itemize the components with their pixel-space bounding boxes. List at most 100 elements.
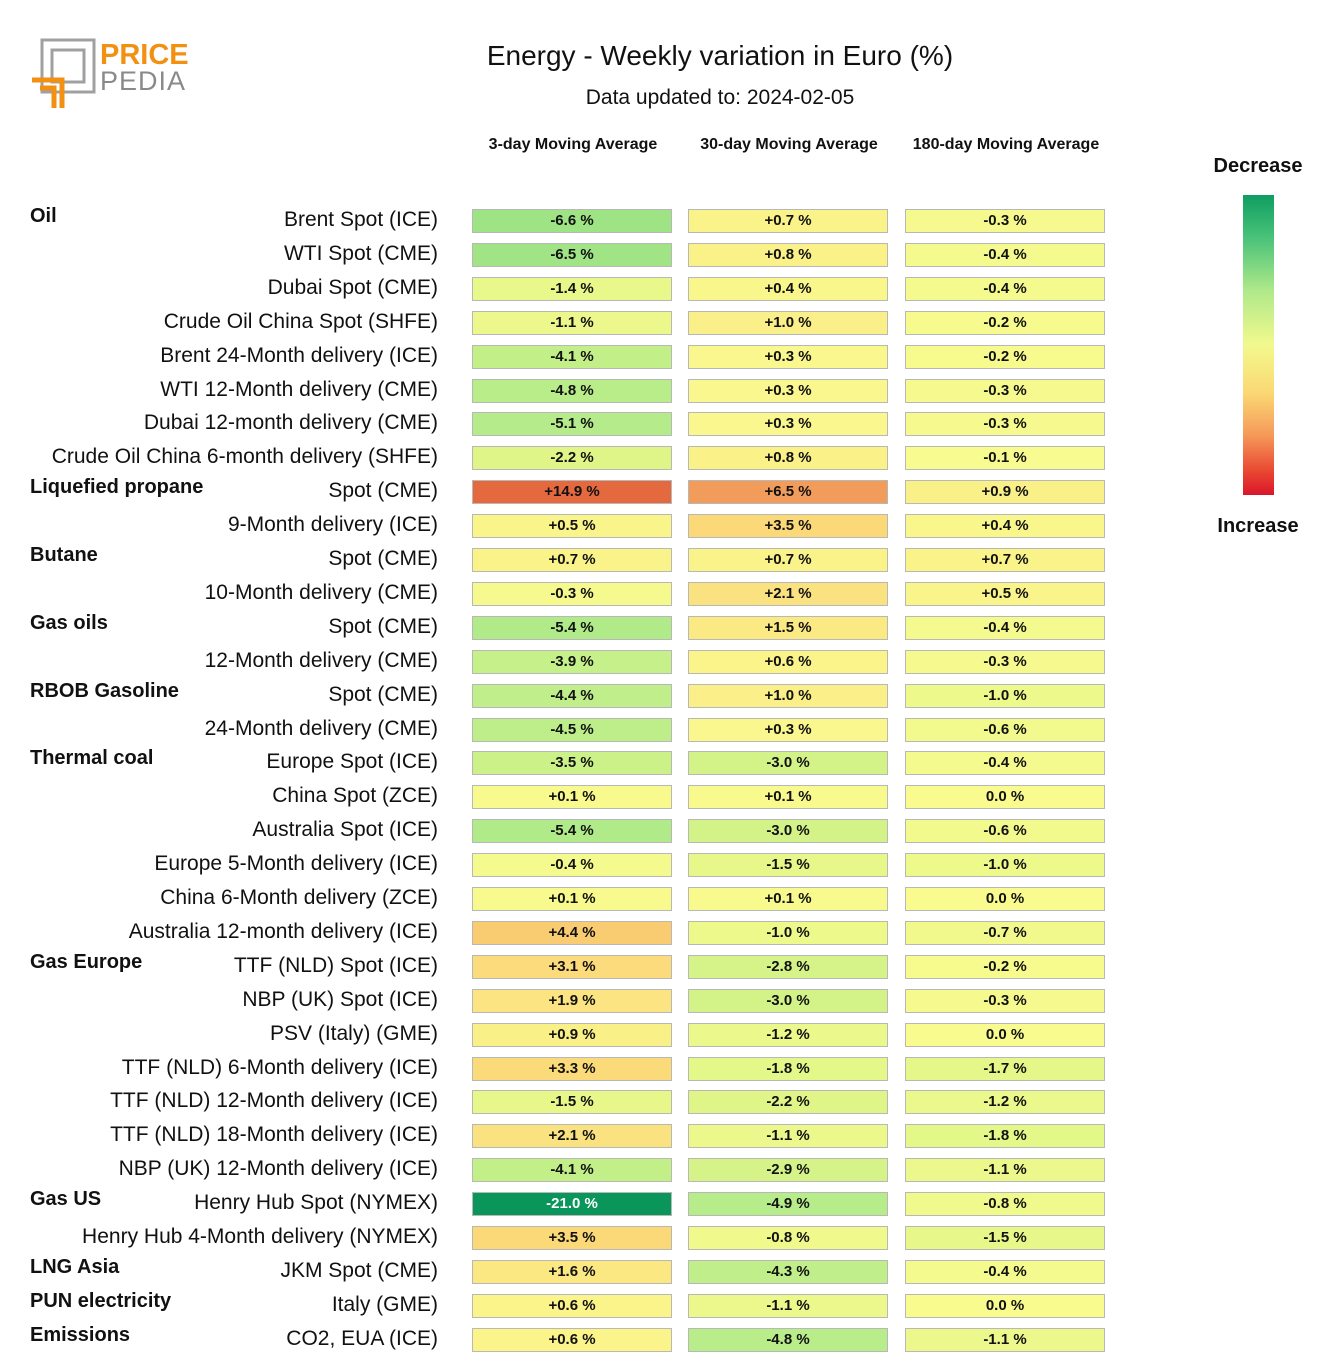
heatmap-cell: +0.8 %	[688, 242, 888, 267]
heatmap-cell: -0.8 %	[688, 1226, 888, 1250]
pricepedia-logo: PRICE PEDIA	[32, 38, 189, 108]
row-label: NBP (UK) 12-Month delivery (ICE)	[118, 1157, 438, 1181]
heatmap-cell: -1.1 %	[905, 1327, 1105, 1352]
heatmap-cell: -0.4 %	[905, 242, 1105, 267]
heatmap-cell: +0.5 %	[472, 514, 672, 539]
row-label: Dubai 12-month delivery (CME)	[143, 411, 438, 435]
heatmap-cell: -4.1 %	[472, 1158, 672, 1183]
heatmap-cell: -0.3 %	[905, 412, 1105, 437]
heatmap-cell: -0.2 %	[905, 954, 1105, 979]
group-label: Thermal coal	[30, 747, 154, 770]
row-label: NBP (UK) Spot (ICE)	[242, 987, 438, 1011]
heatmap-cell: +1.5 %	[688, 615, 888, 640]
row-label: 12-Month delivery (CME)	[204, 648, 438, 672]
row-label: CO2, EUA (ICE)	[286, 1326, 438, 1350]
heatmap-cell: -1.0 %	[905, 853, 1105, 878]
group-label: RBOB Gasoline	[30, 679, 179, 702]
legend-color-scale	[1243, 195, 1274, 495]
group-label: LNG Asia	[30, 1255, 120, 1278]
heatmap-cell: -5.4 %	[472, 819, 672, 844]
heatmap-cell: +2.1 %	[472, 1124, 672, 1149]
row-label: Italy (GME)	[331, 1292, 438, 1316]
heatmap-cell: -0.2 %	[905, 344, 1105, 369]
heatmap-cell: -6.5 %	[472, 242, 672, 267]
row-label: WTI 12-Month delivery (CME)	[160, 377, 438, 401]
heatmap-cell: -1.1 %	[905, 1158, 1105, 1183]
heatmap-cell: -0.6 %	[905, 819, 1105, 844]
row-label: 9-Month delivery (ICE)	[227, 513, 438, 537]
row-label: Spot (CME)	[328, 547, 438, 570]
heatmap-cell: -3.0 %	[688, 819, 888, 844]
heatmap-cell: +3.1 %	[472, 954, 672, 979]
heatmap-cell: +0.6 %	[472, 1327, 672, 1352]
heatmap-cell: -3.9 %	[472, 649, 672, 674]
heatmap-cell: -4.8 %	[472, 378, 672, 403]
heatmap-cell: -1.5 %	[688, 853, 888, 878]
heatmap-cell: +1.6 %	[472, 1259, 672, 1284]
row-label: Henry Hub Spot (NYMEX)	[194, 1191, 438, 1215]
heatmap-cell: +4.4 %	[472, 920, 672, 945]
heatmap-cell: -2.2 %	[688, 1090, 888, 1115]
heatmap-cell: -1.5 %	[472, 1090, 672, 1115]
heatmap-cell: -0.4 %	[905, 1259, 1105, 1284]
heatmap-cell: -1.1 %	[472, 310, 672, 335]
svg-text:PRICE: PRICE	[100, 39, 189, 71]
row-label: Dubai Spot (CME)	[267, 275, 438, 299]
heatmap-cell: -0.4 %	[905, 276, 1105, 301]
row-label: Australia Spot (ICE)	[252, 818, 438, 842]
heatmap-cell: +0.8 %	[688, 446, 888, 471]
row-label: Europe 5-Month delivery (ICE)	[154, 852, 438, 876]
heatmap-cell: -0.4 %	[905, 751, 1105, 776]
heatmap-cell: -2.9 %	[688, 1158, 888, 1183]
heatmap-cell: +0.4 %	[688, 276, 888, 301]
column-header-30day: 30-day Moving Average	[700, 136, 878, 153]
row-label: Brent Spot (ICE)	[283, 208, 438, 231]
group-label: PUN electricity	[30, 1289, 172, 1312]
heatmap-cell: -3.0 %	[688, 988, 888, 1013]
heatmap-cell: -2.2 %	[472, 446, 672, 471]
heatmap-cell: 0.0 %	[905, 1293, 1105, 1318]
row-label: Brent 24-Month delivery (ICE)	[160, 343, 438, 367]
row-label: Spot (CME)	[328, 682, 438, 706]
row-label: TTF (NLD) 18-Month delivery (ICE)	[110, 1123, 438, 1147]
heatmap-cell: +6.5 %	[688, 480, 888, 505]
row-label: 10-Month delivery (CME)	[204, 580, 438, 604]
legend-decrease-label: Decrease	[1213, 155, 1303, 177]
heatmap-cell: -4.9 %	[688, 1192, 888, 1217]
heatmap-cell: -4.3 %	[688, 1259, 888, 1284]
row-label: China 6-Month delivery (ZCE)	[160, 886, 438, 909]
heatmap-cell: -1.2 %	[905, 1090, 1105, 1115]
heatmap-cell: -5.4 %	[472, 615, 672, 640]
heatmap-cell: +0.3 %	[688, 717, 888, 742]
heatmap-cell: -0.1 %	[905, 446, 1105, 471]
heatmap-cell: -0.6 %	[905, 717, 1105, 742]
heatmap-cell: -1.8 %	[905, 1124, 1105, 1149]
heatmap-cell: -0.3 %	[905, 378, 1105, 403]
group-label: Oil	[30, 205, 57, 227]
chart-title: Energy - Weekly variation in Euro (%)	[486, 40, 954, 71]
heatmap-cell: -0.8 %	[905, 1192, 1105, 1217]
row-label: Spot (CME)	[328, 614, 438, 638]
heatmap-cell: -21.0 %	[472, 1192, 672, 1217]
heatmap-cell: +14.9 %	[472, 480, 672, 505]
heatmap-cell: -3.0 %	[688, 751, 888, 776]
heatmap-cell: -4.8 %	[688, 1327, 888, 1352]
heatmap-cell: -6.6 %	[472, 209, 672, 233]
heatmap-cell: -0.2 %	[905, 310, 1105, 335]
heatmap-cell: -0.3 %	[472, 581, 672, 606]
heatmap-cell: -4.5 %	[472, 717, 672, 742]
heatmap-cell: +0.1 %	[688, 887, 888, 911]
heatmap-cell: +0.3 %	[688, 378, 888, 403]
row-label: TTF (NLD) Spot (ICE)	[233, 953, 438, 977]
heatmap-cell: -4.1 %	[472, 344, 672, 369]
heatmap-cell: 0.0 %	[905, 1022, 1105, 1047]
heatmap-cell: +3.5 %	[688, 514, 888, 539]
heatmap-cell: -3.5 %	[472, 751, 672, 776]
heatmap-cell: -0.3 %	[905, 988, 1105, 1013]
group-label: Gas US	[30, 1188, 102, 1211]
heatmap-cell: +1.0 %	[688, 310, 888, 335]
heatmap-cell: +3.5 %	[472, 1226, 672, 1250]
heatmap-cell: -0.3 %	[905, 649, 1105, 674]
legend-increase-label: Increase	[1217, 515, 1299, 537]
heatmap-cell: +0.9 %	[905, 480, 1105, 505]
